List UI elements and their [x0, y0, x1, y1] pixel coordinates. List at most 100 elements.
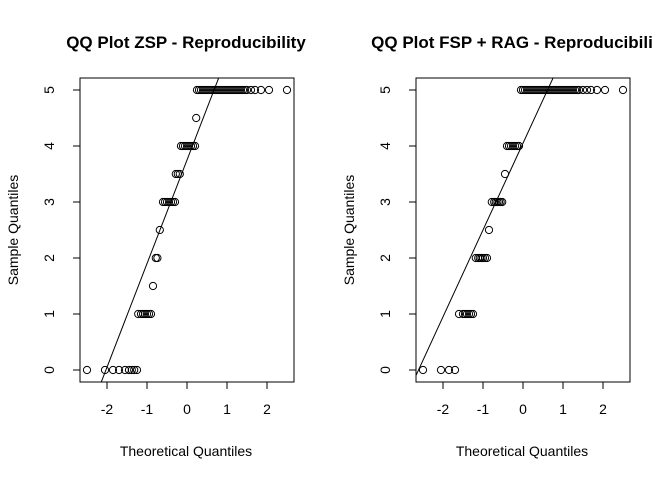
data-point	[168, 197, 178, 207]
data-point	[544, 85, 554, 95]
data-point	[222, 85, 232, 95]
data-point	[200, 85, 210, 95]
data-point	[246, 85, 256, 95]
x-tick-label: 0	[519, 401, 527, 417]
data-point	[142, 309, 152, 319]
data-point	[130, 365, 139, 375]
x-axis-label-zsp: Theoretical Quantiles	[120, 443, 252, 459]
data-point	[114, 365, 124, 375]
data-point	[212, 85, 222, 95]
data-point	[566, 85, 576, 95]
data-point	[518, 85, 528, 95]
data-point	[151, 253, 160, 263]
data-point	[171, 169, 180, 179]
data-point	[184, 141, 194, 151]
data-point	[540, 85, 550, 95]
data-point	[444, 365, 454, 375]
data-point	[450, 365, 460, 375]
plot-frame-zsp	[79, 77, 295, 383]
data-point	[558, 85, 568, 95]
data-point	[516, 85, 526, 95]
data-point	[196, 85, 206, 95]
data-point	[176, 141, 186, 151]
data-point	[186, 141, 196, 151]
data-point	[548, 85, 558, 95]
data-point	[182, 141, 192, 151]
axis-ticks-fsp-rag: -2 -1 0 1 2 0 1 2 3 4 5	[377, 86, 607, 417]
data-point	[464, 309, 474, 319]
panel-fsp-rag: QQ Plot FSP + RAG - Reproducibili Theore…	[341, 33, 653, 459]
data-point	[236, 85, 246, 95]
data-point	[214, 85, 224, 95]
data-point	[264, 85, 274, 95]
x-tick-label: -1	[477, 401, 490, 417]
data-point	[192, 113, 201, 123]
data-point	[514, 141, 524, 151]
data-point	[210, 85, 220, 95]
data-point	[562, 85, 572, 95]
data-point	[175, 169, 184, 179]
data-point	[512, 141, 522, 151]
data-point	[552, 85, 562, 95]
y-tick-label: 0	[41, 366, 57, 374]
data-point	[208, 85, 218, 95]
y-tick-label: 5	[41, 86, 57, 94]
data-point	[108, 365, 118, 375]
data-point	[542, 85, 552, 95]
data-point	[506, 141, 516, 151]
y-tick-label: 1	[41, 310, 57, 318]
x-tick-label: 2	[263, 401, 271, 417]
data-point	[234, 85, 244, 95]
data-point	[478, 253, 488, 263]
y-tick-label: 3	[377, 198, 393, 206]
data-point	[560, 85, 570, 95]
y-tick-label: 0	[377, 366, 393, 374]
data-point	[132, 365, 142, 375]
data-point	[546, 85, 556, 95]
data-point	[592, 85, 602, 95]
data-point	[194, 85, 204, 95]
data-point	[82, 365, 92, 375]
data-point	[454, 309, 464, 319]
y-tick-label: 2	[377, 254, 393, 262]
data-point	[550, 85, 560, 95]
data-point	[232, 85, 242, 95]
y-axis-label-zsp: Sample Quantiles	[5, 175, 21, 286]
data-point	[206, 85, 216, 95]
data-point	[190, 141, 200, 151]
x-tick-label: 1	[223, 401, 231, 417]
data-point	[556, 85, 566, 95]
data-marks-zsp	[82, 78, 292, 382]
data-point	[256, 85, 266, 95]
data-point	[173, 169, 182, 179]
data-point	[462, 309, 472, 319]
data-point	[530, 85, 540, 95]
data-point	[166, 197, 176, 207]
data-point	[282, 85, 292, 95]
x-tick-label: 2	[599, 401, 607, 417]
data-point	[520, 85, 530, 95]
data-point	[162, 197, 172, 207]
data-point	[526, 85, 536, 95]
data-point	[574, 85, 584, 95]
data-point	[524, 85, 534, 95]
data-point	[138, 309, 148, 319]
data-point	[144, 309, 154, 319]
data-point	[180, 141, 190, 151]
data-point	[578, 85, 588, 95]
data-point	[238, 85, 248, 95]
data-point	[198, 85, 208, 95]
data-point	[418, 365, 428, 375]
x-tick-label: 1	[559, 401, 567, 417]
y-tick-label: 1	[377, 310, 393, 318]
data-marks-fsp-rag	[416, 78, 628, 377]
axis-ticks-zsp: -2 -1 0 1 2 0 1 2 3 4 5	[41, 86, 271, 417]
data-point	[170, 197, 180, 207]
data-point	[536, 85, 546, 95]
data-point	[224, 85, 234, 95]
x-tick-label: -2	[437, 401, 450, 417]
plot-frame-fsp-rag	[415, 77, 631, 383]
data-point	[498, 197, 507, 207]
data-point	[502, 141, 512, 151]
data-point	[500, 169, 510, 179]
